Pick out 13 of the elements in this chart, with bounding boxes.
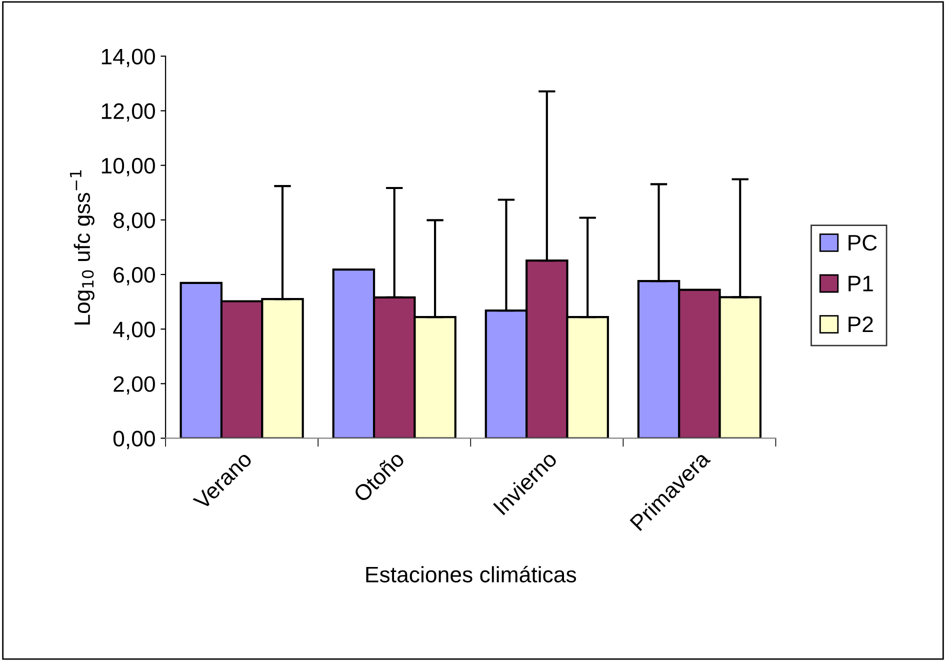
x-axis-title: Estaciones climáticas <box>366 566 576 582</box>
y-axis-title: Log$_{10}$ ufc gss$^{−1}$ <box>70 170 94 324</box>
y-tick-label: 14,00 <box>102 48 155 68</box>
legend-label: P2 <box>848 316 873 332</box>
y-tick-label: 0,00 <box>113 430 155 450</box>
y-tick-label: 4,00 <box>113 322 155 340</box>
legend-label: P1 <box>848 276 873 292</box>
y-tick-label: 6,00 <box>114 267 155 286</box>
y-tick-label: 2,00 <box>114 376 155 395</box>
y-tick-label: 10,00 <box>102 158 155 176</box>
legend-label: PC <box>848 234 877 251</box>
y-tick-label: 8,00 <box>114 212 155 231</box>
y-tick-label: 12,00 <box>102 103 155 122</box>
